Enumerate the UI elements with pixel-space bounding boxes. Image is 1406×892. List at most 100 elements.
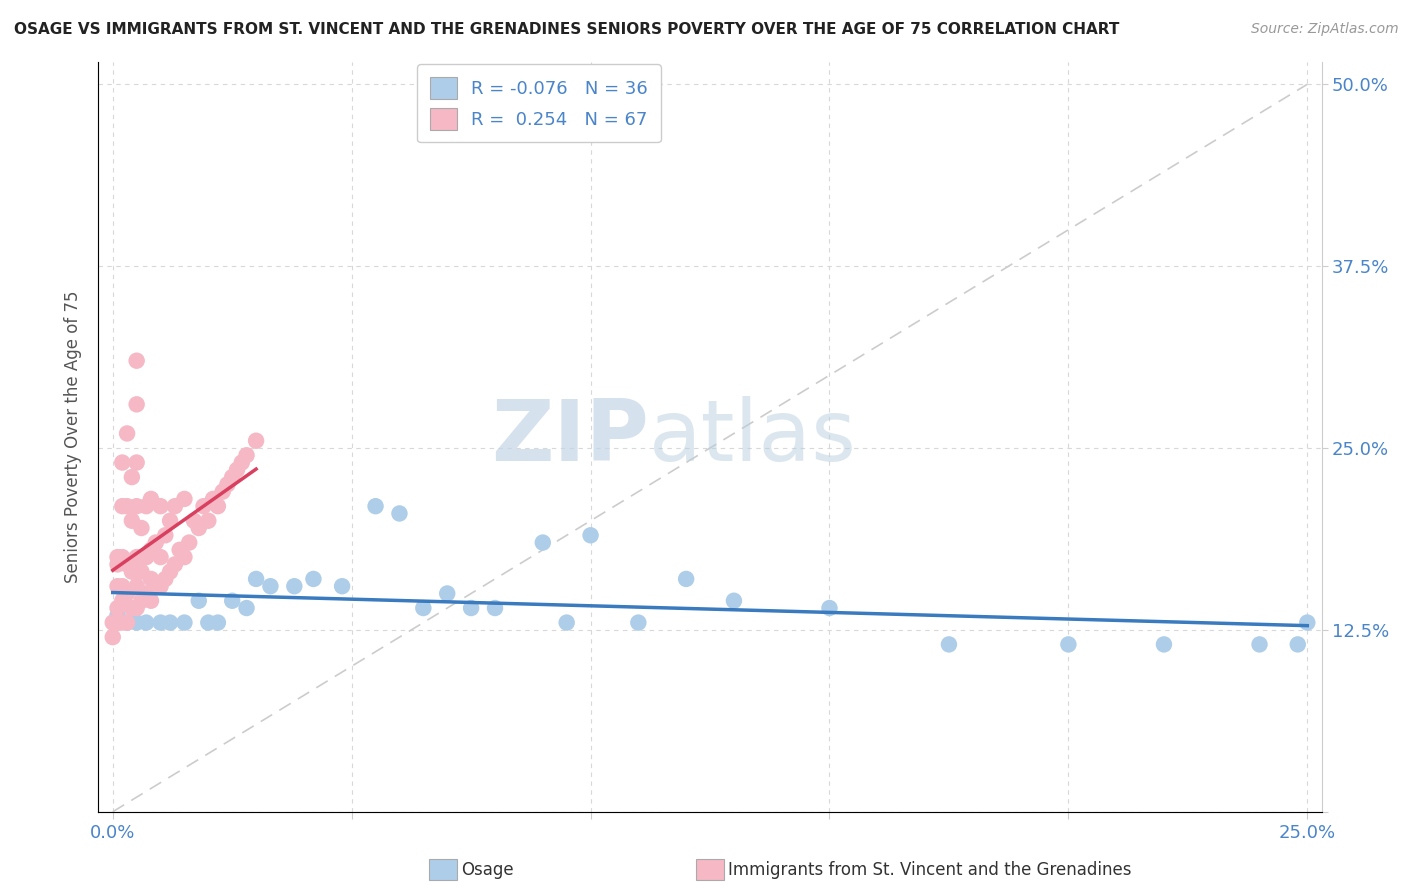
Point — [125, 601, 148, 615]
Point — [555, 615, 578, 630]
Point — [111, 593, 134, 607]
Point — [173, 615, 195, 630]
Point — [211, 484, 233, 499]
Point — [149, 579, 172, 593]
Point — [107, 615, 129, 630]
Point — [173, 550, 195, 565]
Point — [245, 572, 267, 586]
Point — [145, 579, 167, 593]
Text: Immigrants from St. Vincent and the Grenadines: Immigrants from St. Vincent and the Gren… — [728, 861, 1132, 879]
Point — [131, 521, 153, 535]
Point — [245, 434, 267, 448]
Point — [107, 608, 129, 623]
Y-axis label: Seniors Poverty Over the Age of 75: Seniors Poverty Over the Age of 75 — [65, 291, 83, 583]
Point — [231, 456, 253, 470]
Point — [115, 615, 138, 630]
Point — [197, 514, 219, 528]
Point — [115, 558, 138, 572]
Point — [131, 565, 153, 579]
Point — [1249, 637, 1271, 651]
Point — [723, 593, 745, 607]
Point — [125, 615, 148, 630]
Point — [107, 558, 129, 572]
Point — [221, 470, 243, 484]
Point — [207, 499, 229, 513]
Point — [125, 353, 148, 368]
Point — [121, 601, 143, 615]
Point — [139, 572, 162, 586]
Point — [484, 601, 506, 615]
Point — [135, 550, 157, 565]
Point — [179, 535, 201, 549]
Point — [131, 593, 153, 607]
Point — [121, 514, 143, 528]
Point — [111, 456, 134, 470]
Point — [115, 426, 138, 441]
Point — [115, 586, 138, 600]
Point — [1057, 637, 1080, 651]
Legend: R = -0.076   N = 36, R =  0.254   N = 67: R = -0.076 N = 36, R = 0.254 N = 67 — [418, 64, 661, 143]
Point — [155, 572, 177, 586]
Point — [139, 542, 162, 557]
Point — [436, 586, 458, 600]
Point — [579, 528, 602, 542]
Point — [101, 615, 124, 630]
Point — [330, 579, 353, 593]
Point — [125, 456, 148, 470]
Point — [111, 579, 134, 593]
Point — [207, 615, 229, 630]
Point — [111, 615, 134, 630]
Point — [107, 579, 129, 593]
Point — [135, 615, 157, 630]
Point — [169, 542, 191, 557]
Point — [163, 558, 186, 572]
Point — [149, 550, 172, 565]
Text: Source: ZipAtlas.com: Source: ZipAtlas.com — [1251, 22, 1399, 37]
Point — [202, 491, 225, 506]
Point — [259, 579, 281, 593]
Point — [115, 499, 138, 513]
Point — [139, 491, 162, 506]
Point — [125, 550, 148, 565]
Point — [135, 586, 157, 600]
Point — [159, 514, 181, 528]
Text: Osage: Osage — [461, 861, 513, 879]
Text: atlas: atlas — [648, 395, 856, 479]
Point — [163, 499, 186, 513]
Point — [364, 499, 387, 513]
Point — [193, 499, 215, 513]
Point — [412, 601, 434, 615]
Point — [460, 601, 482, 615]
Point — [159, 565, 181, 579]
Point — [675, 572, 697, 586]
Point — [125, 579, 148, 593]
Point — [115, 615, 138, 630]
Point — [107, 601, 129, 615]
Point — [818, 601, 841, 615]
Point — [283, 579, 305, 593]
Point — [101, 630, 124, 644]
Point — [302, 572, 325, 586]
Point — [135, 499, 157, 513]
Point — [125, 499, 148, 513]
Point — [938, 637, 960, 651]
Point — [187, 521, 209, 535]
Point — [173, 491, 195, 506]
Point — [1286, 637, 1309, 651]
Point — [111, 550, 134, 565]
Point — [139, 593, 162, 607]
Point — [235, 448, 257, 462]
Point — [197, 615, 219, 630]
Point — [155, 528, 177, 542]
Text: OSAGE VS IMMIGRANTS FROM ST. VINCENT AND THE GRENADINES SENIORS POVERTY OVER THE: OSAGE VS IMMIGRANTS FROM ST. VINCENT AND… — [14, 22, 1119, 37]
Point — [149, 615, 172, 630]
Point — [121, 565, 143, 579]
Point — [121, 470, 143, 484]
Point — [531, 535, 554, 549]
Point — [149, 499, 172, 513]
Point — [187, 593, 209, 607]
Point — [627, 615, 650, 630]
Point — [226, 463, 249, 477]
Point — [221, 593, 243, 607]
Point — [217, 477, 239, 491]
